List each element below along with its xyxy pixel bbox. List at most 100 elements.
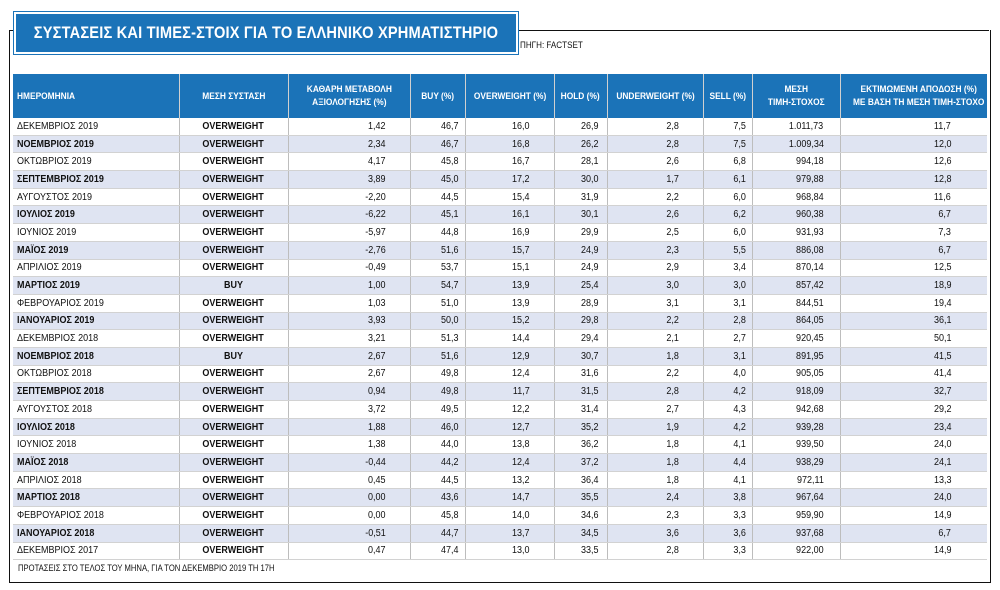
cell-value: 49,8	[440, 368, 459, 380]
cell-date: ΙΑΝΟΥΑΡΙΟΣ 2018	[13, 524, 179, 543]
cell-value: 15,4	[511, 191, 530, 203]
cell-value: 44,5	[440, 474, 459, 486]
cell-sell: 3,1	[702, 347, 752, 366]
cell-avg-recommendation: OVERWEIGHT	[178, 135, 288, 154]
cell-date: ΙΟΥΛΙΟΣ 2018	[13, 418, 179, 437]
cell-value: OVERWEIGHT	[202, 421, 265, 433]
cell-hold: 28,1	[553, 152, 607, 172]
cell-underweight: 1,8	[606, 347, 703, 366]
cell-value: 6,2	[732, 209, 746, 221]
cell-value: 3,21	[367, 333, 386, 345]
cell-net-rating-change: 3,93	[287, 312, 410, 331]
cell-avg-target-price: 938,29	[751, 453, 840, 472]
cell-value: 2,8	[732, 315, 746, 327]
cell-value: ΦΕΒΡΟΥΑΡΙΟΣ 2019	[17, 297, 104, 309]
cell-estimated-return: 29,2	[839, 400, 987, 419]
cell-sell: 5,5	[702, 241, 752, 260]
cell-value: OVERWEIGHT	[202, 492, 265, 504]
cell-value: 2,3	[665, 509, 679, 521]
cell-value: 19,4	[933, 297, 951, 309]
cell-avg-recommendation: OVERWEIGHT	[178, 188, 288, 207]
cell-hold: 34,6	[553, 506, 607, 525]
cell-overweight: 17,2	[464, 170, 554, 189]
cell-value: 979,88	[795, 173, 824, 185]
cell-value: 1,00	[367, 280, 386, 292]
cell-avg-recommendation: OVERWEIGHT	[178, 453, 288, 472]
column-header-text: ΜΕΣΗ	[784, 84, 808, 95]
cell-date: ΑΥΓΟΥΣΤΟΣ 2018	[13, 400, 179, 419]
cell-value: ΟΚΤΩΒΡΙΟΣ 2019	[17, 156, 92, 168]
cell-hold: 31,6	[553, 365, 607, 384]
cell-value: 31,4	[580, 403, 599, 415]
cell-underweight: 1,7	[606, 170, 703, 189]
cell-avg-target-price: 1.011,73	[751, 118, 840, 136]
cell-value: OVERWEIGHT	[202, 120, 265, 132]
cell-value: 1,9	[665, 421, 679, 433]
cell-value: 24,9	[580, 244, 599, 256]
cell-sell: 4,2	[702, 418, 752, 437]
cell-overweight: 13,9	[464, 276, 554, 295]
column-header-avg-target-price: ΜΕΣΗ ΤΙΜΗ-ΣΤΟΧΟΣ	[751, 74, 840, 118]
cell-value: 1,38	[367, 439, 386, 451]
cell-value: 30,0	[580, 173, 599, 185]
cell-value: 13,9	[511, 280, 530, 292]
cell-date: ΦΕΒΡΟΥΑΡΙΟΣ 2019	[13, 294, 179, 313]
cell-value: OVERWEIGHT	[202, 315, 265, 327]
cell-value: 24,9	[580, 262, 599, 274]
cell-value: 25,4	[580, 280, 599, 292]
cell-avg-target-price: 937,68	[751, 524, 840, 543]
cell-net-rating-change: 1,42	[287, 118, 410, 136]
cell-underweight: 2,2	[606, 188, 703, 207]
cell-value: 44,7	[440, 527, 459, 539]
cell-overweight: 15,4	[464, 188, 554, 207]
cell-sell: 3,6	[702, 524, 752, 543]
cell-value: 2,34	[367, 138, 386, 150]
cell-value: 5,5	[732, 244, 746, 256]
cell-overweight: 11,7	[464, 382, 554, 401]
cell-value: 12,5	[933, 262, 951, 274]
cell-date: ΟΚΤΩΒΡΙΟΣ 2019	[13, 152, 179, 172]
cell-value: 2,8	[665, 386, 679, 398]
cell-date: ΑΠΡΙΛΙΟΣ 2019	[13, 259, 179, 278]
cell-value: 1.009,34	[788, 138, 824, 150]
cell-estimated-return: 41,5	[839, 347, 987, 366]
cell-hold: 37,2	[553, 453, 607, 472]
cell-value: 2,2	[665, 368, 679, 380]
cell-sell: 3,3	[702, 506, 752, 525]
cell-sell: 6,1	[702, 170, 752, 189]
cell-avg-target-price: 939,28	[751, 418, 840, 437]
table-frame	[9, 30, 991, 583]
cell-hold: 25,4	[553, 276, 607, 295]
cell-value: 26,2	[580, 138, 599, 150]
cell-date: ΣΕΠΤΕΜΒΡΙΟΣ 2018	[13, 382, 179, 401]
cell-underweight: 2,3	[606, 506, 703, 525]
cell-value: 2,7	[665, 403, 679, 415]
cell-overweight: 15,2	[464, 312, 554, 331]
cell-net-rating-change: 1,38	[287, 435, 410, 455]
table-row: ΙΑΝΟΥΑΡΙΟΣ 2018 OVERWEIGHT -0,51 44,7 13,7 34…	[13, 524, 987, 543]
cell-value: 7,5	[732, 138, 746, 150]
cell-value: 29,2	[933, 403, 951, 415]
cell-buy: 46,7	[409, 118, 465, 136]
cell-hold: 30,7	[553, 347, 607, 366]
cell-value: 16,0	[511, 120, 530, 132]
cell-estimated-return: 41,4	[839, 365, 987, 384]
cell-value: 46,0	[440, 421, 459, 433]
table-row: ΜΑΪΟΣ 2018 OVERWEIGHT -0,44 44,2 12,4 37,2 1,8…	[13, 453, 987, 472]
cell-estimated-return: 7,3	[839, 223, 987, 242]
cell-value: 1,88	[367, 421, 386, 433]
cell-underweight: 2,8	[606, 135, 703, 154]
cell-underweight: 2,8	[606, 542, 703, 561]
cell-value: 939,28	[795, 421, 824, 433]
cell-value: 3,93	[367, 315, 386, 327]
cell-avg-target-price: 918,09	[751, 382, 840, 401]
cell-date: ΜΑΡΤΙΟΣ 2018	[13, 488, 179, 508]
cell-value: 6,7	[938, 209, 951, 221]
cell-estimated-return: 24,1	[839, 453, 987, 472]
cell-hold: 36,4	[553, 471, 607, 490]
cell-value: 31,9	[580, 191, 599, 203]
cell-value: 942,68	[795, 403, 824, 415]
cell-date: ΙΑΝΟΥΑΡΙΟΣ 2019	[13, 312, 179, 331]
cell-buy: 49,8	[409, 365, 465, 384]
cell-value: 12,2	[511, 403, 530, 415]
